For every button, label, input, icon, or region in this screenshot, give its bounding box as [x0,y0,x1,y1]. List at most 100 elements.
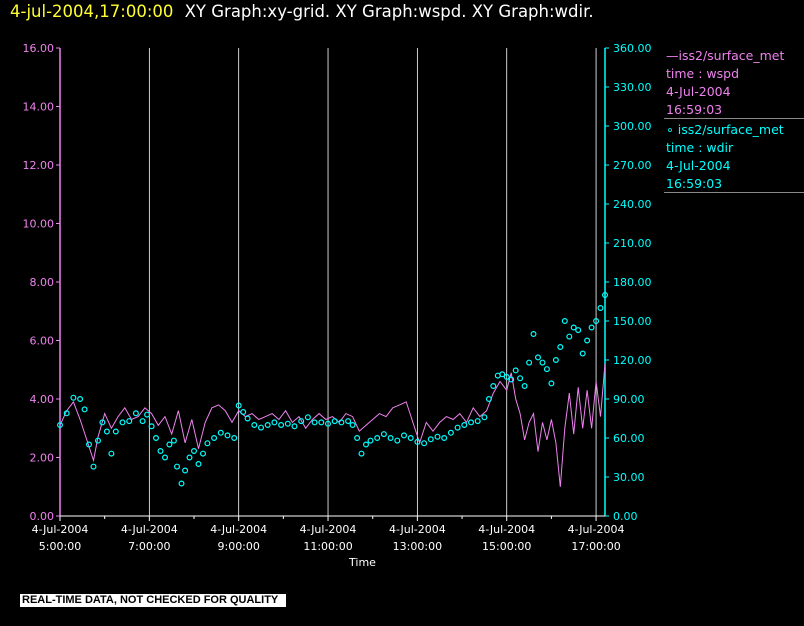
wdir-data-point [77,396,84,403]
wdir-data-point [166,441,173,448]
wdir-data-point [224,432,231,439]
wdir-data-point [271,419,278,426]
legend-divider [664,192,804,193]
legend-entry-wspd: —iss2/surface_met time : wspd 4-Jul-2004… [666,47,784,119]
wdir-data-point [401,432,408,439]
y-right-tick-label: 300.00 [613,120,652,133]
x-tick-label-date: 4-Jul-2004 [32,523,89,536]
legend-wdir-time: 16:59:03 [666,176,723,191]
wdir-data-point [374,435,381,442]
wdir-data-point [264,422,271,429]
wdir-data-point [530,331,537,338]
wdir-data-point [195,461,202,468]
wdir-data-point [517,375,524,382]
wdir-data-point [211,435,218,442]
wdir-data-point [345,418,352,425]
wdir-data-point [407,435,414,442]
legend-wdir-variable: time : wdir [666,140,734,155]
wdir-data-point [566,333,573,340]
y-right-tick-label: 30.00 [613,471,645,484]
x-tick-label-time: 7:00:00 [128,540,170,553]
wdir-data-point [119,419,126,426]
wdir-data-point [380,431,387,438]
wdir-data-point [427,436,434,443]
wdir-data-point [584,337,591,344]
y-right-tick-label: 180.00 [613,276,652,289]
wdir-data-point [331,418,338,425]
y-left-tick-label: 12.00 [23,159,55,172]
wdir-data-point [367,437,374,444]
wdir-data-point [251,422,258,429]
wdir-data-point [186,454,193,461]
wdir-data-point [70,394,77,401]
wdir-data-point [108,450,115,457]
y-left-tick-label: 10.00 [23,218,55,231]
wdir-data-point [421,440,428,447]
wdir-data-point [601,292,608,299]
wdir-data-point [358,450,365,457]
wdir-data-point [153,435,160,442]
wdir-data-point [298,418,305,425]
wdir-data-point [284,420,291,427]
wdir-data-point [447,429,454,436]
x-tick-label-time: 17:00:00 [571,540,620,553]
wdir-data-point [597,305,604,312]
wdir-data-point [338,419,345,426]
wdir-data-point [162,454,169,461]
wdir-data-point [575,327,582,334]
wdir-data-point [178,480,185,487]
wdir-data-point [539,359,546,366]
wdir-data-point [139,418,146,425]
y-left-tick-label: 8.00 [30,276,55,289]
x-tick-label-date: 4-Jul-2004 [121,523,178,536]
wdir-data-point [63,410,70,417]
wdir-data-point [468,419,475,426]
legend-wspd-source: —iss2/surface_met [666,48,785,63]
y-right-tick-label: 210.00 [613,237,652,250]
wdir-data-point [499,371,506,378]
wdir-data-point [304,414,311,421]
wdir-data-point [103,428,110,435]
y-left-tick-label: 2.00 [30,452,55,465]
wdir-data-point [291,423,298,430]
y-right-tick-label: 60.00 [613,432,645,445]
title-graph-list: XY Graph:xy-grid. XY Graph:wspd. XY Grap… [184,2,594,21]
wdir-data-point [557,344,564,351]
wdir-data-point [543,366,550,373]
x-tick-label-time: 15:00:00 [482,540,531,553]
wdir-data-point [90,463,97,470]
y-left-tick-label: 16.00 [23,42,55,55]
wdir-data-point [508,376,515,383]
wdir-data-point [278,422,285,429]
wdir-data-point [174,463,181,470]
wdir-data-point [170,437,177,444]
window-title: 4-jul-2004,17:00:00 XY Graph:xy-grid. XY… [10,1,594,23]
wdir-data-point [474,418,481,425]
x-tick-label-time: 13:00:00 [393,540,442,553]
legend-divider [664,118,804,119]
y-right-tick-label: 120.00 [613,354,652,367]
wdir-data-point [157,448,164,455]
y-left-tick-label: 6.00 [30,335,55,348]
y-left-tick-label: 4.00 [30,393,55,406]
wdir-data-point [318,419,325,426]
y-left-tick-label: 0.00 [30,510,55,523]
wdir-data-point [593,318,600,325]
wdir-data-point [354,435,361,442]
wdir-data-point [570,324,577,331]
x-tick-label-time: 11:00:00 [303,540,352,553]
wdir-data-point [503,373,510,380]
wdir-data-point [240,409,247,416]
legend-wspd-date: 4-Jul-2004 [666,84,731,99]
wdir-data-point [441,435,448,442]
wdir-data-point [521,383,528,390]
wdir-data-point [112,428,119,435]
wdir-data-point [85,441,92,448]
wdir-data-point [99,419,106,426]
legend-wdir-date: 4-Jul-2004 [666,158,731,173]
wdir-data-point [552,357,559,364]
wspd-series-line [59,363,606,487]
y-right-tick-label: 90.00 [613,393,645,406]
title-timestamp: 4-jul-2004,17:00:00 [10,2,174,21]
wdir-data-point [561,318,568,325]
